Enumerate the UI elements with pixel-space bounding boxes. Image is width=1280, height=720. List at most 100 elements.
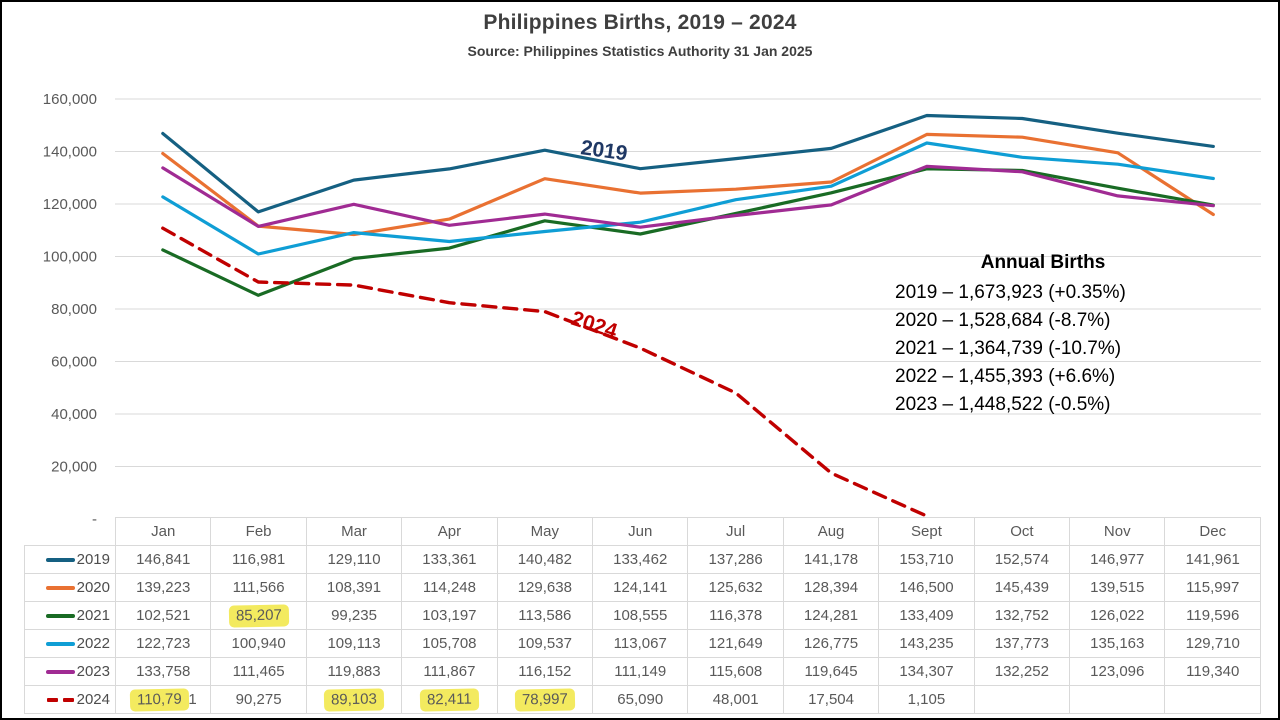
series-line-2019: [161, 113, 1215, 214]
highlight-marker: 85,207: [228, 603, 289, 628]
table-corner-cell: [24, 517, 116, 546]
cell-2020-apr: 114,248: [401, 573, 498, 602]
cell-2024-mar: 89,103: [305, 685, 403, 714]
cell-2019-mar: 129,110: [305, 545, 403, 574]
cell-2019-feb: 116,981: [210, 545, 307, 574]
cell-2020-jun: 124,141: [592, 573, 689, 602]
legend-line-icon: [45, 641, 75, 646]
series-line-2020: [161, 132, 1215, 237]
highlight-marker: 110,79: [129, 687, 189, 712]
cell-2023-nov: 123,096: [1069, 657, 1166, 686]
y-axis-tick-label: 100,000: [43, 249, 97, 266]
chart-data-table: Jan Feb Mar Apr May Jun Jul Aug Sept Oct Nov Dec 20…: [24, 517, 1261, 714]
cell-2023-may: 116,152: [496, 657, 594, 686]
cell-2024-jun: 65,090: [592, 685, 689, 714]
cell-2021-mar: 99,235: [305, 601, 403, 630]
month-header-dec: Dec: [1164, 517, 1261, 546]
cell-2020-feb: 111,566: [210, 573, 307, 602]
cell-2021-apr: 103,197: [401, 601, 498, 630]
legend-2020: 2020: [24, 573, 116, 602]
series-line-2024: [161, 226, 929, 518]
cell-2021-jul: 116,378: [687, 601, 784, 630]
cell-2020-aug: 128,394: [782, 573, 880, 602]
annual-births-line: 2021 – 1,364,739 (-10.7%): [895, 338, 1122, 359]
annual-births-line: 2022 – 1,455,393 (+6.6%): [895, 366, 1116, 387]
cell-2020-sept: 146,500: [878, 573, 975, 602]
table-row-2024: 2024 110,79 1 90,275 89,103 82,411 78,997 65,09…: [24, 685, 1261, 714]
cell-2022-feb: 100,940: [210, 629, 307, 658]
table-row-2019: 2019 146,841 116,981 129,110 133,361 140,482 1…: [24, 545, 1261, 574]
highlight-marker: 78,997: [514, 687, 575, 712]
cell-2020-oct: 145,439: [973, 573, 1071, 602]
cell-2022-nov: 135,163: [1069, 629, 1166, 658]
cell-2019-jun: 133,462: [592, 545, 689, 574]
cell-2019-oct: 152,574: [973, 545, 1071, 574]
month-header-apr: Apr: [401, 517, 498, 546]
table-header-row: Jan Feb Mar Apr May Jun Jul Aug Sept Oct Nov Dec: [24, 517, 1261, 546]
cell-2023-jun: 111,149: [592, 657, 689, 686]
cell-2021-aug: 124,281: [782, 601, 880, 630]
cell-2024-apr: 82,411: [401, 685, 498, 714]
series-line-2023: [161, 164, 1215, 229]
cell-2021-dec: 119,596: [1164, 601, 1261, 630]
cell-2019-sept: 153,710: [878, 545, 975, 574]
legend-year-label: 2023: [76, 663, 110, 680]
cell-2019-nov: 146,977: [1069, 545, 1166, 574]
cell-2019-jul: 137,286: [687, 545, 784, 574]
cell-2023-mar: 119,883: [305, 657, 403, 686]
cell-2022-jul: 121,649: [687, 629, 784, 658]
cell-2021-may: 113,586: [496, 601, 594, 630]
legend-line-icon: [45, 669, 75, 674]
month-header-oct: Oct: [973, 517, 1071, 546]
cell-2022-jun: 113,067: [592, 629, 689, 658]
cell-2023-feb: 111,465: [210, 657, 307, 686]
cell-2020-may: 129,638: [496, 573, 594, 602]
cell-2020-jan: 139,223: [114, 573, 212, 602]
cell-2024-may: 78,997: [496, 685, 594, 714]
month-header-sept: Sept: [878, 517, 975, 546]
month-header-jul: Jul: [687, 517, 784, 546]
month-header-may: May: [496, 517, 594, 546]
legend-year-label: 2019: [76, 551, 110, 568]
annual-births-annotation: Annual Births 2019 – 1,673,923 (+0.35%) 2…: [895, 252, 1191, 419]
legend-2022: 2022: [24, 629, 116, 658]
y-axis-tick-label: 60,000: [51, 354, 97, 371]
cell-2022-jan: 122,723: [114, 629, 212, 658]
cell-2019-jan: 146,841: [114, 545, 212, 574]
cell-2024-jan: 110,79 1: [114, 685, 212, 714]
chart-title: Philippines Births, 2019 – 2024: [483, 11, 797, 34]
y-axis-tick-label: 80,000: [51, 301, 97, 318]
table-row-2022: 2022 122,723 100,940 109,113 105,708 109,537 1…: [24, 629, 1261, 658]
series-line-2022: [161, 141, 1215, 256]
cell-2023-dec: 119,340: [1164, 657, 1261, 686]
annotation-lines: 2019 – 1,673,923 (+0.35%) 2020 – 1,528,68…: [895, 279, 1191, 419]
cell-2023-jan: 133,758: [114, 657, 212, 686]
cell-2021-sept: 133,409: [878, 601, 975, 630]
highlight-marker: 82,411: [419, 687, 480, 712]
cell-2021-jun: 108,555: [592, 601, 689, 630]
cell-2019-may: 140,482: [496, 545, 594, 574]
month-header-feb: Feb: [210, 517, 307, 546]
cell-2022-apr: 105,708: [401, 629, 498, 658]
cell-2024-feb: 90,275: [210, 685, 307, 714]
cell-2023-aug: 119,645: [782, 657, 880, 686]
legend-line-icon: [45, 557, 75, 562]
month-header-mar: Mar: [305, 517, 403, 546]
month-header-jun: Jun: [592, 517, 689, 546]
legend-2024: 2024: [24, 685, 116, 714]
cell-2021-oct: 132,752: [973, 601, 1071, 630]
annual-births-line: 2019 – 1,673,923 (+0.35%): [895, 282, 1126, 303]
table-row-2020: 2020 139,223 111,566 108,391 114,248 129,638 1…: [24, 573, 1261, 602]
cell-2022-may: 109,537: [496, 629, 594, 658]
y-axis-tick-label: 160,000: [43, 91, 97, 108]
legend-2021: 2021: [24, 601, 116, 630]
cell-2020-dec: 115,997: [1164, 573, 1261, 602]
cell-2023-jul: 115,608: [687, 657, 784, 686]
legend-year-label: 2024: [76, 691, 110, 708]
month-header-jan: Jan: [114, 517, 212, 546]
cell-2024-nov: [1069, 685, 1166, 714]
y-axis-tick-label: 140,000: [43, 144, 97, 161]
cell-2019-apr: 133,361: [401, 545, 498, 574]
series-label-2019: 2019: [579, 136, 628, 165]
